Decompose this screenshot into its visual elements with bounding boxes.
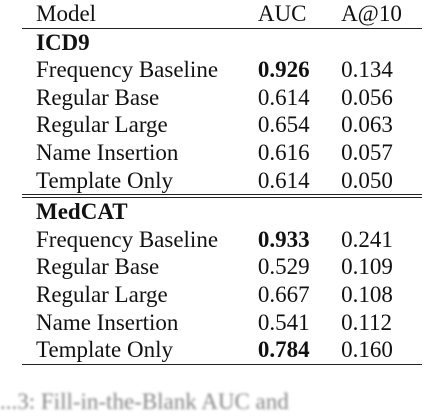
section-label: ICD9 [36,29,90,55]
table-row: Template Only 0.784 0.160 [22,336,422,365]
header-auc: AUC [257,0,342,29]
table-row: Name Insertion 0.616 0.057 [22,139,422,167]
table-caption: ...3: Fill-in-the-Blank AUC and [0,389,289,414]
cell-a10: 0.057 [341,139,393,165]
table-row: Frequency Baseline 0.933 0.241 [22,226,422,254]
cell-model: Name Insertion [36,309,179,335]
cell-a10: 0.056 [341,84,393,110]
cell-model: Regular Base [36,254,160,280]
cell-auc: 0.926 [257,57,310,83]
cell-model: Frequency Baseline [36,226,219,252]
cell-a10: 0.050 [341,167,393,193]
cell-auc: 0.529 [257,254,310,280]
table-row: Template Only 0.614 0.050 [22,167,422,197]
cell-a10: 0.241 [341,226,393,252]
header-a10: A@10 [341,0,422,29]
section-row: MedCAT [22,194,422,226]
cell-auc: 0.933 [257,226,310,252]
cell-auc: 0.616 [257,139,310,165]
cell-model: Frequency Baseline [36,57,219,83]
results-table: Model AUC A@10 ICD9 Frequency Baseline 0.9… [22,0,422,365]
cell-auc: 0.541 [257,309,310,335]
header-model: Model [22,0,258,29]
cell-model: Regular Base [36,84,160,110]
cell-auc: 0.667 [257,281,310,307]
cell-model: Regular Large [36,281,168,307]
table-row: Name Insertion 0.541 0.112 [22,309,422,337]
table-row: Regular Large 0.667 0.108 [22,281,422,309]
cell-model: Template Only [22,336,258,365]
cell-auc: 0.654 [257,112,310,138]
cell-auc: 0.784 [257,336,342,365]
cell-a10: 0.108 [341,281,393,307]
table-body: Model AUC A@10 ICD9 Frequency Baseline 0.9… [22,0,422,365]
table-row: Regular Base 0.614 0.056 [22,84,422,112]
table-row: Regular Large 0.654 0.063 [22,111,422,139]
cell-model: Name Insertion [36,139,179,165]
cell-a10: 0.160 [341,336,422,365]
cell-a10: 0.112 [341,309,392,335]
cell-auc: 0.614 [257,167,310,193]
section-label: MedCAT [22,194,422,226]
cell-a10: 0.134 [341,57,393,83]
section-row: ICD9 [22,28,422,56]
cell-a10: 0.063 [341,112,393,138]
cell-model: Template Only [36,167,173,193]
cell-a10: 0.109 [341,254,393,280]
cell-auc: 0.614 [257,84,310,110]
table-row: Frequency Baseline 0.926 0.134 [22,56,422,84]
table-row: Regular Base 0.529 0.109 [22,253,422,281]
cell-model: Regular Large [36,112,168,138]
header-row: Model AUC A@10 [22,0,422,29]
